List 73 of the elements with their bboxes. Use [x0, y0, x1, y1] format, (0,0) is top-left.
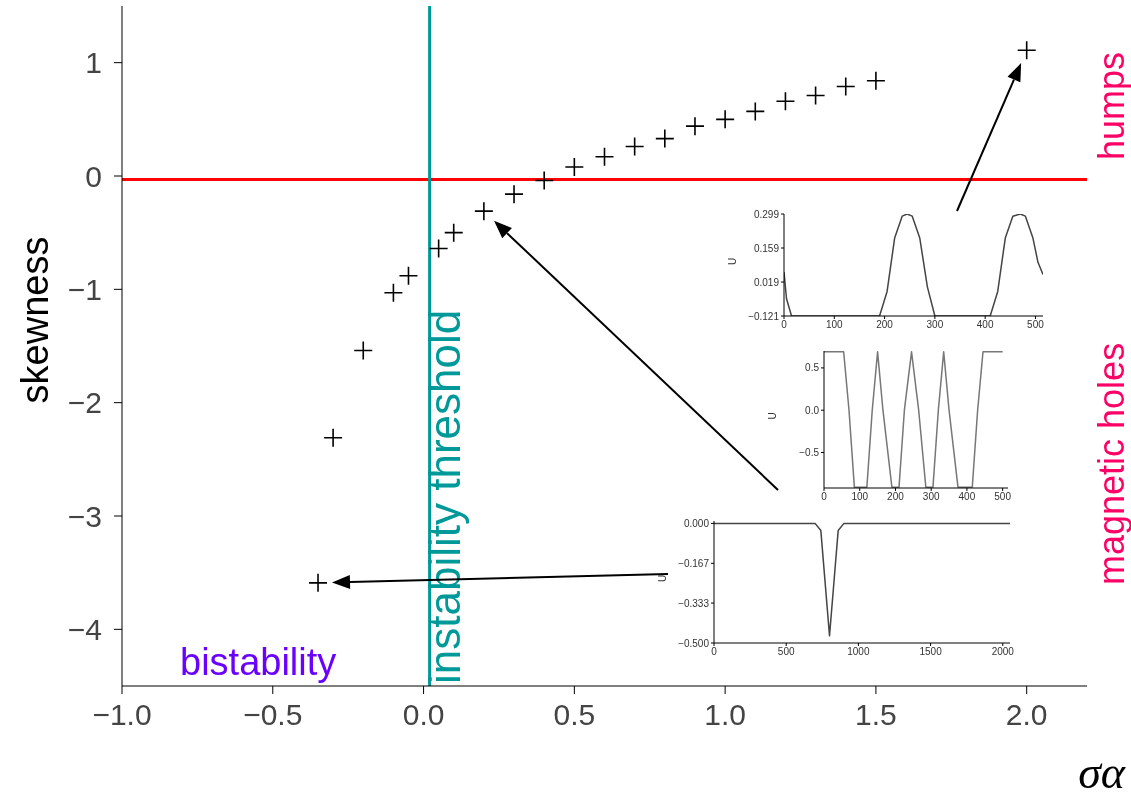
x-axis-title: σα	[1078, 747, 1126, 797]
y-tick-label: −1	[67, 272, 102, 306]
point	[594, 146, 615, 167]
y-tick-label: 0.299	[753, 208, 780, 220]
x-tick-label: 200	[887, 491, 905, 503]
point	[353, 340, 374, 361]
y-tick-label: 0.159	[753, 242, 780, 254]
point	[655, 128, 675, 149]
annotation: bistability	[180, 641, 337, 683]
y-tick-label: −0.121	[748, 310, 780, 322]
y-tick-label: 1	[85, 46, 102, 80]
point	[775, 91, 796, 111]
y-tick-label: 0.000	[683, 517, 710, 529]
x-tick-label: 1.5	[855, 698, 897, 732]
x-tick-label: 500	[1027, 319, 1045, 331]
x-tick-label: 0	[781, 319, 788, 331]
x-tick-label: 2.0	[1005, 698, 1048, 732]
text: humps	[1091, 51, 1131, 160]
y-tick-label: 0	[85, 159, 102, 193]
x-tick-label: 300	[922, 491, 940, 503]
x-tick-label: 100	[825, 319, 844, 331]
point	[398, 265, 419, 286]
point	[715, 109, 735, 130]
x-tick-label: 0	[821, 491, 828, 503]
y-tick-label: −2	[67, 386, 102, 420]
y-tick-label: 0.0	[805, 404, 820, 416]
y-axis-title: U	[656, 574, 668, 582]
y-tick-label: −0.5	[799, 447, 820, 459]
point	[685, 116, 705, 136]
x-tick-label: 1000	[847, 646, 870, 658]
x-tick-label: 100	[851, 491, 869, 503]
x-tick-label: 0.0	[402, 698, 445, 732]
y-axis-title: skewness	[14, 236, 56, 404]
point	[428, 238, 449, 259]
point	[805, 85, 826, 106]
point	[323, 428, 343, 448]
point	[443, 222, 464, 243]
point	[504, 184, 524, 204]
point	[624, 136, 645, 157]
x-tick-label: 500	[994, 491, 1012, 503]
x-tick-label: 1.0	[704, 698, 746, 732]
x-tick-label: −0.5	[243, 698, 303, 732]
x-tick-label: 0.5	[553, 698, 596, 732]
x-tick-label: 400	[958, 491, 976, 503]
point	[383, 282, 404, 303]
y-tick-label: −0.167	[678, 557, 710, 569]
line-series	[714, 522, 1010, 637]
point	[308, 573, 328, 593]
x-tick-label: 400	[976, 319, 994, 331]
point	[1016, 40, 1037, 60]
point	[474, 201, 494, 221]
text: magnetic holes	[1091, 342, 1131, 585]
x-tick-label: 0	[711, 646, 718, 658]
x-tick-label: 300	[926, 319, 944, 331]
y-tick-label: 0.5	[805, 362, 820, 374]
point	[745, 101, 766, 122]
point	[534, 170, 554, 191]
x-tick-label: −1.0	[92, 698, 152, 732]
x-tick-label: 200	[876, 319, 894, 331]
point	[866, 71, 886, 91]
y-axis-title: U	[766, 412, 778, 420]
ref-line-label: instability threshold	[419, 309, 469, 684]
y-tick-label: −0.500	[678, 637, 710, 649]
x-tick-label: 1500	[919, 646, 943, 658]
y-tick-label: −0.333	[678, 597, 710, 609]
x-tick-label: 500	[777, 646, 795, 658]
y-tick-label: 0.019	[753, 276, 780, 288]
point	[835, 76, 856, 97]
y-tick-label: −3	[67, 499, 102, 533]
point	[564, 157, 585, 177]
x-tick-label: 2000	[991, 646, 1015, 658]
y-axis-title: U	[726, 257, 738, 265]
y-tick-label: −4	[67, 612, 102, 646]
